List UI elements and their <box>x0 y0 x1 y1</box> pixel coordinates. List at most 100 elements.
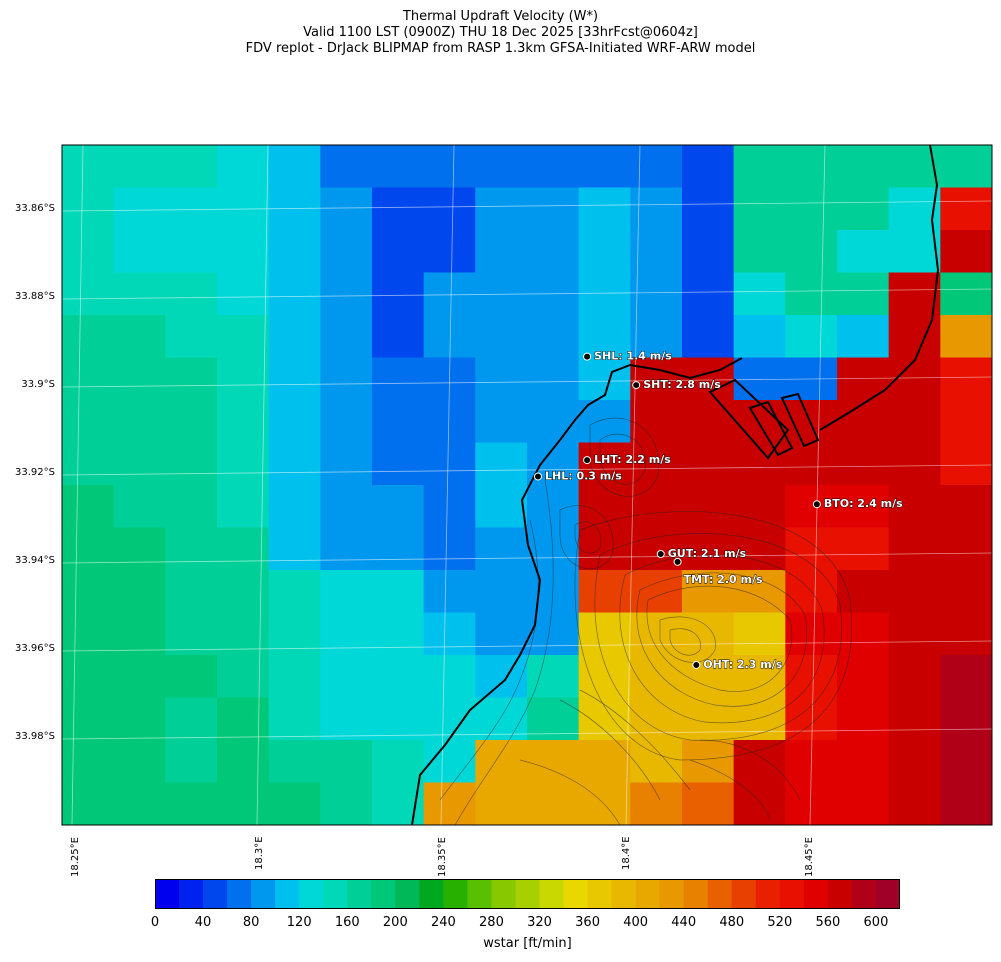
station-marker[interactable] <box>673 557 682 566</box>
wstar-cell <box>62 612 115 656</box>
station-marker[interactable] <box>692 660 701 669</box>
wstar-cell <box>165 527 218 571</box>
colorbar-segment <box>539 879 565 909</box>
wstar-cell <box>578 272 631 316</box>
wstar-cell <box>888 315 941 359</box>
colorbar-tick-label: 280 <box>479 915 504 930</box>
station-label: LHT: 2.2 m/s <box>594 453 671 466</box>
wstar-cell <box>62 655 115 699</box>
wstar-cell <box>785 272 838 316</box>
wstar-cell <box>527 357 580 401</box>
wstar-cell <box>733 272 786 316</box>
wstar-cell <box>165 272 218 316</box>
colorbar-tick-label: 240 <box>430 915 456 930</box>
station-marker[interactable] <box>583 352 592 361</box>
wstar-cell <box>320 527 373 571</box>
colorbar-segment <box>371 879 396 909</box>
wstar-cell <box>217 230 270 274</box>
wstar-cell <box>940 400 992 444</box>
wstar-cell <box>682 230 735 274</box>
wstar-cell <box>837 145 890 189</box>
wstar-cell <box>475 740 528 784</box>
wstar-cell <box>320 782 373 825</box>
wstar-cell <box>113 740 166 784</box>
station-marker[interactable] <box>533 472 542 481</box>
wstar-cell <box>837 655 890 699</box>
wstar-cell <box>475 357 528 401</box>
wstar-cell <box>837 740 890 784</box>
colorbar-segment <box>635 879 661 909</box>
wstar-cell <box>527 655 580 699</box>
colorbar-tick-label: 160 <box>334 915 360 930</box>
station-label: SHL: 1.4 m/s <box>594 350 672 363</box>
colorbar-segment <box>179 879 204 909</box>
wstar-cell <box>320 357 373 401</box>
wstar-cell <box>372 782 425 825</box>
wstar-cell <box>475 187 528 231</box>
wstar-cell <box>733 230 786 274</box>
wstar-cell <box>682 740 735 784</box>
wstar-cell <box>475 527 528 571</box>
station-markers: SHL: 1.4 m/s SHT: 2.8 m/s LHT: 2.2 m/s LHL:… <box>533 349 904 671</box>
wstar-cell <box>423 612 476 656</box>
wstar-cell <box>320 442 373 486</box>
wstar-cell <box>320 230 373 274</box>
wstar-cell <box>320 400 373 444</box>
wstar-cell <box>578 655 631 699</box>
station-label: GUT: 2.1 m/s <box>668 547 747 560</box>
wstar-cell <box>320 315 373 359</box>
wstar-cell <box>113 655 166 699</box>
wstar-cell <box>372 740 425 784</box>
colorbar-segment <box>515 879 541 909</box>
lat-label-1: 33.86°S <box>15 203 55 214</box>
wstar-cell <box>372 612 425 656</box>
wstar-cell <box>62 740 115 784</box>
wstar-cell <box>217 272 270 316</box>
terrain-contours <box>439 417 852 825</box>
station-marker[interactable] <box>632 381 641 390</box>
station-marker[interactable] <box>656 549 665 558</box>
wstar-cell <box>217 357 270 401</box>
wstar-cell <box>268 485 321 529</box>
colorbar-tick-label: 40 <box>194 915 212 930</box>
colorbar-frame <box>155 879 900 909</box>
station-marker[interactable] <box>812 500 821 509</box>
wstar-cell <box>527 740 580 784</box>
lat-label-4: 33.92°S <box>15 467 55 478</box>
lat-label-2: 33.88°S <box>15 291 55 302</box>
wstar-cell <box>682 570 735 614</box>
wstar-cell <box>888 357 941 401</box>
wstar-cell <box>785 230 838 274</box>
wstar-cell <box>165 740 218 784</box>
wstar-cell <box>837 400 890 444</box>
wstar-cell <box>630 357 683 401</box>
colorbar-tick-label: 80 <box>242 915 260 930</box>
colorbar-segment <box>347 879 372 909</box>
wstar-cell <box>113 230 166 274</box>
wstar-cell <box>165 782 218 825</box>
wstar-cell <box>630 230 683 274</box>
wstar-cell <box>113 697 166 741</box>
colorbar-segment <box>203 879 228 909</box>
lon-label-3: 18.35°E <box>437 837 448 877</box>
wstar-cell <box>888 782 941 825</box>
wstar-cell <box>785 315 838 359</box>
wstar-cell <box>475 655 528 699</box>
wstar-cell <box>165 315 218 359</box>
wstar-cell <box>217 740 270 784</box>
colorbar-segment <box>611 879 637 909</box>
wstar-cell <box>475 570 528 614</box>
colorbar-segment <box>323 879 348 909</box>
station-marker[interactable] <box>583 456 592 465</box>
colorbar-segment <box>731 879 757 909</box>
wstar-cell <box>785 145 838 189</box>
wstar-cell <box>423 187 476 231</box>
wstar-cell <box>372 315 425 359</box>
wstar-cell <box>268 357 321 401</box>
wstar-cell <box>940 485 992 529</box>
lon-label-4: 18.4°E <box>621 836 632 870</box>
wstar-cell <box>165 570 218 614</box>
wstar-cell <box>837 485 890 529</box>
colorbar-segment <box>563 879 589 909</box>
colorbar-segment <box>227 879 252 909</box>
